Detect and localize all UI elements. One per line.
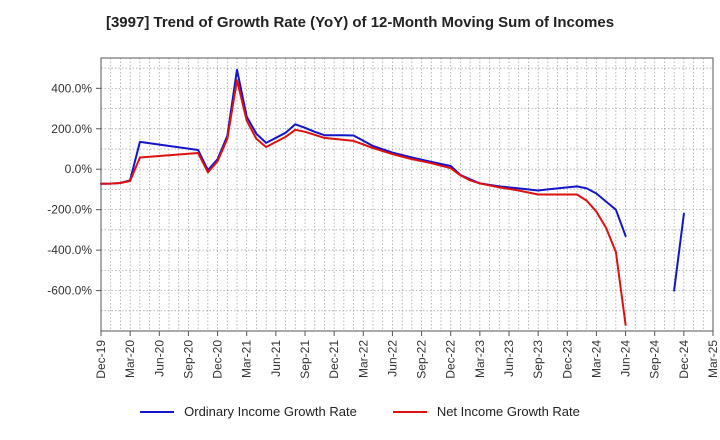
series-line-ordinary-income	[673, 212, 685, 292]
x-tick-label: Mar-25	[706, 340, 720, 378]
y-tick-label: -600.0%	[47, 284, 92, 298]
x-tick-label: Jun-24	[619, 340, 633, 377]
x-tick-label: Dec-19	[94, 340, 108, 379]
y-tick-label: 400.0%	[51, 81, 92, 95]
x-tick-label: Mar-23	[473, 340, 487, 378]
x-tick-label: Jun-23	[502, 340, 516, 377]
x-tick-label: Sep-22	[415, 340, 429, 379]
x-tick-label: Jun-20	[152, 340, 166, 377]
axes	[96, 57, 714, 336]
y-tick-label: 200.0%	[51, 122, 92, 136]
series-lines	[100, 68, 685, 326]
x-tick-label: Sep-24	[648, 340, 662, 379]
legend-item-net: Net Income Growth Rate	[392, 404, 580, 419]
y-tick-label: -400.0%	[47, 243, 92, 257]
x-tick-label: Jun-22	[385, 340, 399, 377]
y-tick-label: 0.0%	[65, 162, 93, 176]
y-tick-label: -200.0%	[47, 203, 92, 217]
legend-swatch-net	[392, 410, 427, 413]
x-tick-label: Dec-24	[677, 340, 691, 379]
legend-item-ordinary: Ordinary Income Growth Rate	[140, 404, 357, 419]
grid-lines	[101, 58, 713, 331]
x-tick-label: Sep-20	[181, 340, 195, 379]
plot-frame	[100, 57, 714, 332]
legend-label-net: Net Income Growth Rate	[436, 404, 580, 419]
x-tick-label: Mar-22	[356, 340, 370, 378]
x-tick-label: Mar-21	[240, 340, 254, 378]
x-tick-label: Dec-20	[211, 340, 225, 379]
x-tick-label: Jun-21	[269, 340, 283, 377]
tick-labels: 400.0% 200.0% 0.0% -200.0% -400.0% -600.0% Dec…	[47, 81, 720, 378]
series-line-net-income	[100, 79, 627, 326]
x-tick-label: Sep-21	[298, 340, 312, 379]
x-tick-label: Sep-23	[531, 340, 545, 379]
x-tick-label: Mar-20	[123, 340, 137, 378]
legend: Ordinary Income Growth Rate Net Income G…	[0, 404, 720, 419]
legend-swatch-ordinary	[140, 410, 175, 413]
series-line-ordinary-income	[100, 68, 627, 237]
x-tick-label: Dec-23	[560, 340, 574, 379]
x-tick-label: Dec-21	[327, 340, 341, 379]
legend-label-ordinary: Ordinary Income Growth Rate	[184, 404, 357, 419]
x-tick-label: Mar-24	[589, 340, 603, 378]
x-tick-label: Dec-22	[444, 340, 458, 379]
chart-title: [3997] Trend of Growth Rate (YoY) of 12-…	[105, 14, 615, 31]
